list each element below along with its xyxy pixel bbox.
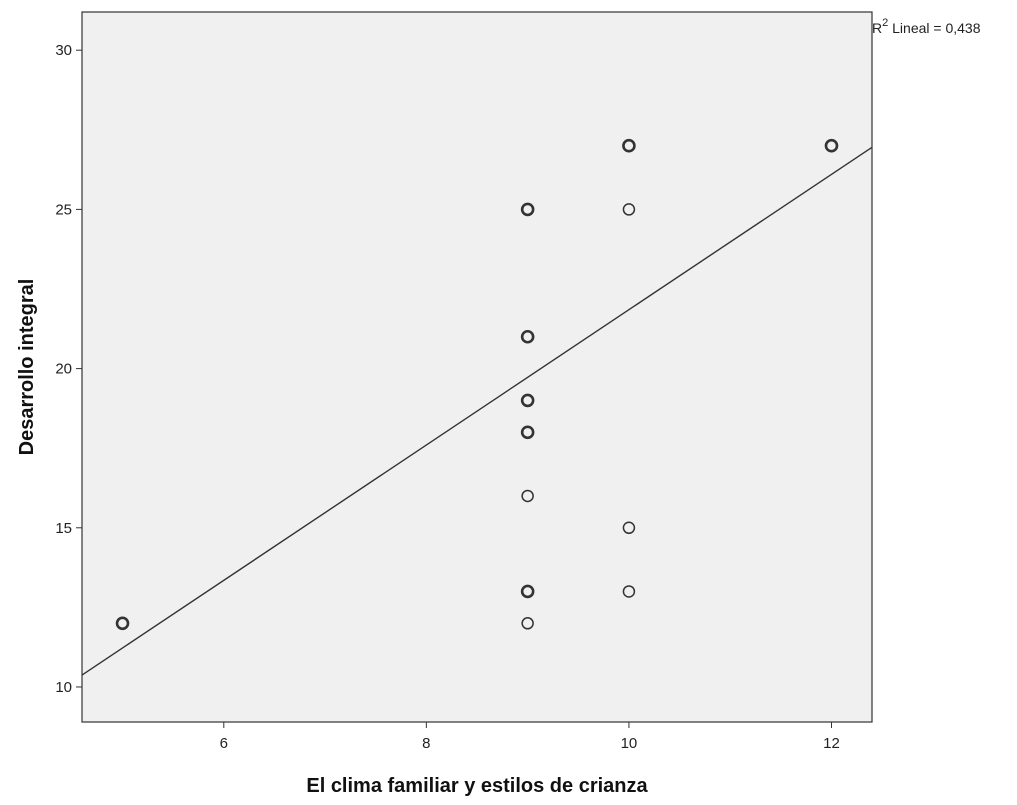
x-tick-label: 10	[621, 735, 638, 752]
x-axis-title: El clima familiar y estilos de crianza	[306, 775, 648, 797]
plot-area	[81, 11, 873, 723]
y-tick-label: 10	[55, 679, 72, 696]
scatter-point	[520, 584, 535, 599]
y-axis-title: Desarrollo integral	[16, 279, 38, 456]
scatter-point	[521, 489, 534, 503]
data-points	[115, 138, 839, 631]
y-tick-label: 25	[55, 201, 72, 218]
x-tick-label: 12	[823, 735, 840, 752]
scatter-point	[824, 138, 839, 153]
y-axis: 10 15 20 25 30	[55, 42, 82, 696]
regression-line	[81, 146, 873, 676]
scatter-point	[520, 202, 535, 217]
scatter-point	[520, 329, 535, 344]
x-tick-label: 6	[220, 735, 228, 752]
scatter-point	[520, 393, 535, 408]
scatter-point	[622, 138, 636, 153]
x-tick-label: 8	[422, 735, 430, 752]
r-squared-label: R2 Lineal = 0,438	[872, 17, 981, 36]
fit-line-group	[81, 146, 873, 676]
scatter-point	[622, 585, 636, 598]
scatter-point	[622, 521, 636, 535]
x-axis: 6 8 10 12	[220, 722, 840, 752]
scatter-point	[521, 617, 534, 630]
scatter-point	[622, 203, 636, 216]
scatter-point	[115, 616, 130, 631]
y-tick-label: 15	[55, 520, 72, 537]
y-tick-label: 30	[55, 42, 72, 59]
y-tick-label: 20	[55, 361, 72, 378]
scatter-point	[520, 425, 535, 440]
